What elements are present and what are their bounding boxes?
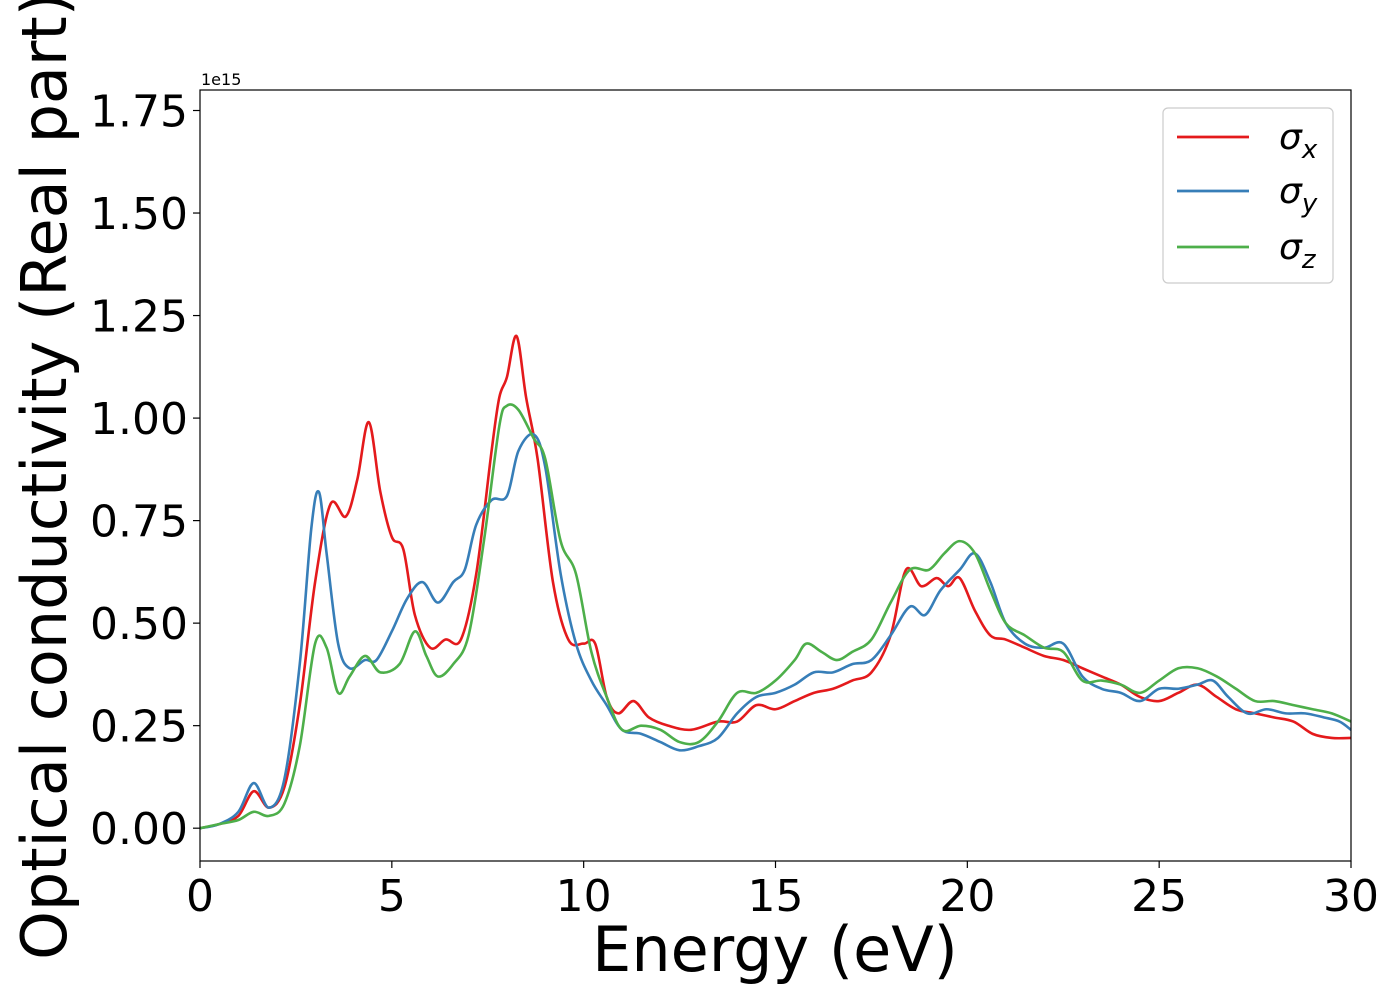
legend: σx σy σz [1162, 107, 1334, 284]
y-tick-label: 1.50 [90, 189, 188, 240]
y-tick-label: 0.00 [90, 804, 188, 855]
y-tick-label: 0.25 [90, 702, 188, 753]
x-tick-label: 25 [1131, 871, 1187, 922]
y-tick-label: 0.50 [90, 599, 188, 650]
x-tick-label: 20 [939, 871, 995, 922]
legend-label-sigma-x: σx [1279, 117, 1318, 165]
x-axis-ticks: 0 5 10 15 20 25 30 [186, 861, 1379, 922]
x-axis-label: Energy (eV) [592, 913, 958, 986]
x-tick-label: 15 [748, 871, 804, 922]
y-axis-ticks: 0.00 0.25 0.50 0.75 1.00 1.25 1.50 1.75 [90, 87, 200, 855]
legend-label-sigma-z: σz [1279, 227, 1317, 275]
x-tick-label: 10 [556, 871, 612, 922]
y-tick-label: 1.75 [90, 87, 188, 138]
y-axis-label: Optical conductivity (Real part) [8, 0, 81, 960]
series-line-sigma-x [200, 334, 1351, 830]
series-line-sigma-z [200, 403, 1351, 830]
y-tick-label: 0.75 [90, 497, 188, 548]
x-tick-label: 30 [1323, 871, 1379, 922]
y-tick-label: 1.25 [90, 292, 188, 343]
x-tick-label: 0 [186, 871, 214, 922]
series-layer [200, 334, 1351, 830]
legend-box [1162, 107, 1334, 284]
y-axis-offset-label: 1e15 [201, 70, 241, 89]
legend-label-sigma-y: σy [1279, 171, 1318, 219]
y-tick-label: 1.00 [90, 394, 188, 445]
series-line-sigma-y [200, 432, 1351, 830]
x-tick-label: 5 [378, 871, 406, 922]
